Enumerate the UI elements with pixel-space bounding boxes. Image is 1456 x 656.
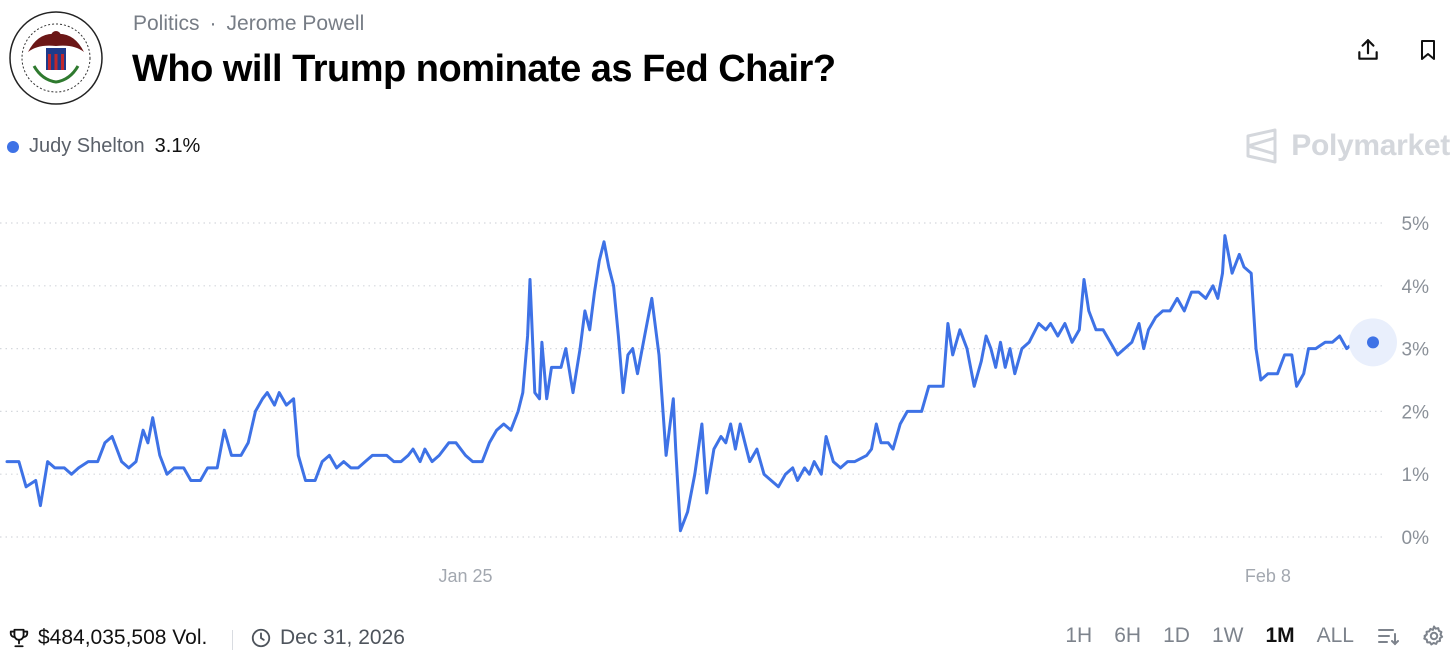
watermark-brand: Polymarket: [1291, 129, 1450, 162]
gear-icon: [1423, 625, 1444, 646]
y-tick-label: 4%: [1402, 277, 1430, 298]
series-end-point[interactable]: [1367, 336, 1379, 349]
legend-series-value: 3.1%: [154, 135, 201, 157]
range-1w[interactable]: 1W: [1211, 624, 1244, 647]
range-6h[interactable]: 6H: [1114, 624, 1142, 647]
bookmark-button[interactable]: [1412, 34, 1444, 66]
breadcrumb-separator: ·: [209, 12, 217, 35]
header-actions: [1352, 34, 1444, 66]
range-1m[interactable]: 1M: [1265, 624, 1295, 647]
polymarket-logo-icon: [1246, 128, 1277, 164]
legend-swatch: [7, 140, 19, 153]
end-date-info: Dec 31, 2026: [250, 626, 405, 650]
breadcrumb-subcategory[interactable]: Jerome Powell: [226, 12, 365, 35]
x-tick-label: Feb 8: [1245, 566, 1291, 586]
range-all[interactable]: ALL: [1316, 624, 1354, 647]
legend-series-name: Judy Shelton: [29, 135, 145, 157]
legend: Judy Shelton 3.1%: [7, 135, 200, 158]
y-tick-label: 2%: [1402, 402, 1430, 423]
settings-button[interactable]: [1422, 624, 1446, 648]
footer-divider: [232, 630, 233, 650]
range-1d[interactable]: 1D: [1163, 624, 1190, 647]
market-title: Who will Trump nominate as Fed Chair?: [132, 48, 836, 90]
end-date-value: Dec 31, 2026: [280, 626, 405, 649]
y-axis-labels: 0% 1% 2% 3% 4% 5%: [1402, 214, 1430, 549]
sort-lines-icon: [1378, 629, 1399, 646]
bookmark-icon: [1421, 40, 1435, 60]
breadcrumb-category[interactable]: Politics: [133, 12, 200, 35]
price-chart: 0% 1% 2% 3% 4% 5% Jan 25 Feb 8: [0, 214, 1430, 586]
chart-options-button[interactable]: [1376, 624, 1400, 648]
polymarket-watermark: Polymarket: [1245, 128, 1450, 164]
y-tick-label: 3%: [1402, 340, 1430, 361]
trophy-icon: [9, 628, 29, 648]
range-1h[interactable]: 1H: [1065, 624, 1093, 647]
breadcrumb: Politics · Jerome Powell: [133, 12, 364, 36]
share-icon: [1358, 39, 1378, 60]
y-tick-label: 0%: [1402, 528, 1430, 549]
volume-info: $484,035,508 Vol.: [8, 626, 207, 650]
share-button[interactable]: [1352, 34, 1384, 66]
market-footer: $484,035,508 Vol. Dec 31, 2026 1H 6H 1D …: [0, 620, 1456, 656]
fed-seal-logo: [8, 10, 104, 106]
x-tick-label: Jan 25: [438, 566, 492, 586]
x-axis-labels: Jan 25 Feb 8: [438, 566, 1290, 586]
volume-value: $484,035,508 Vol.: [38, 626, 208, 649]
y-tick-label: 1%: [1402, 465, 1430, 486]
y-tick-label: 5%: [1402, 214, 1430, 235]
clock-icon: [251, 628, 271, 648]
series-line-judy-shelton: [5, 234, 1375, 533]
time-range-selector: 1H 6H 1D 1W 1M ALL: [1065, 624, 1446, 648]
